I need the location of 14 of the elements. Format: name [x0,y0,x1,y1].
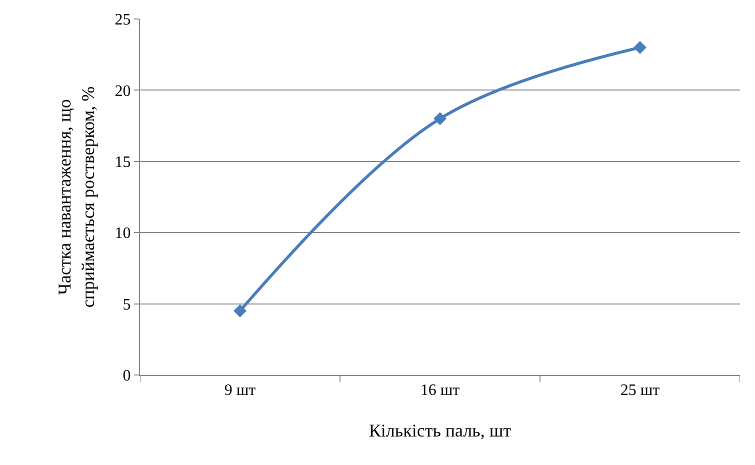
y-tick-label: 20 [114,82,131,100]
y-axis-title: Частка навантаження, що сприймається ростверком, % [54,86,98,308]
y-tick-label: 5 [122,296,131,314]
y-tick-label: 25 [114,12,131,29]
point [434,112,446,126]
y-tick-label: 10 [114,225,131,242]
y-tick-label: 15 [114,154,131,171]
x-tick-label: 9 шт [224,382,256,400]
x-tick-label: 25 шт [620,382,660,400]
x-axis-title: Кількість паль, шт [368,420,512,440]
point [234,304,246,318]
y-tick-label: 0 [122,368,131,385]
x-tick-label: 16 шт [420,382,460,400]
point [634,40,646,54]
